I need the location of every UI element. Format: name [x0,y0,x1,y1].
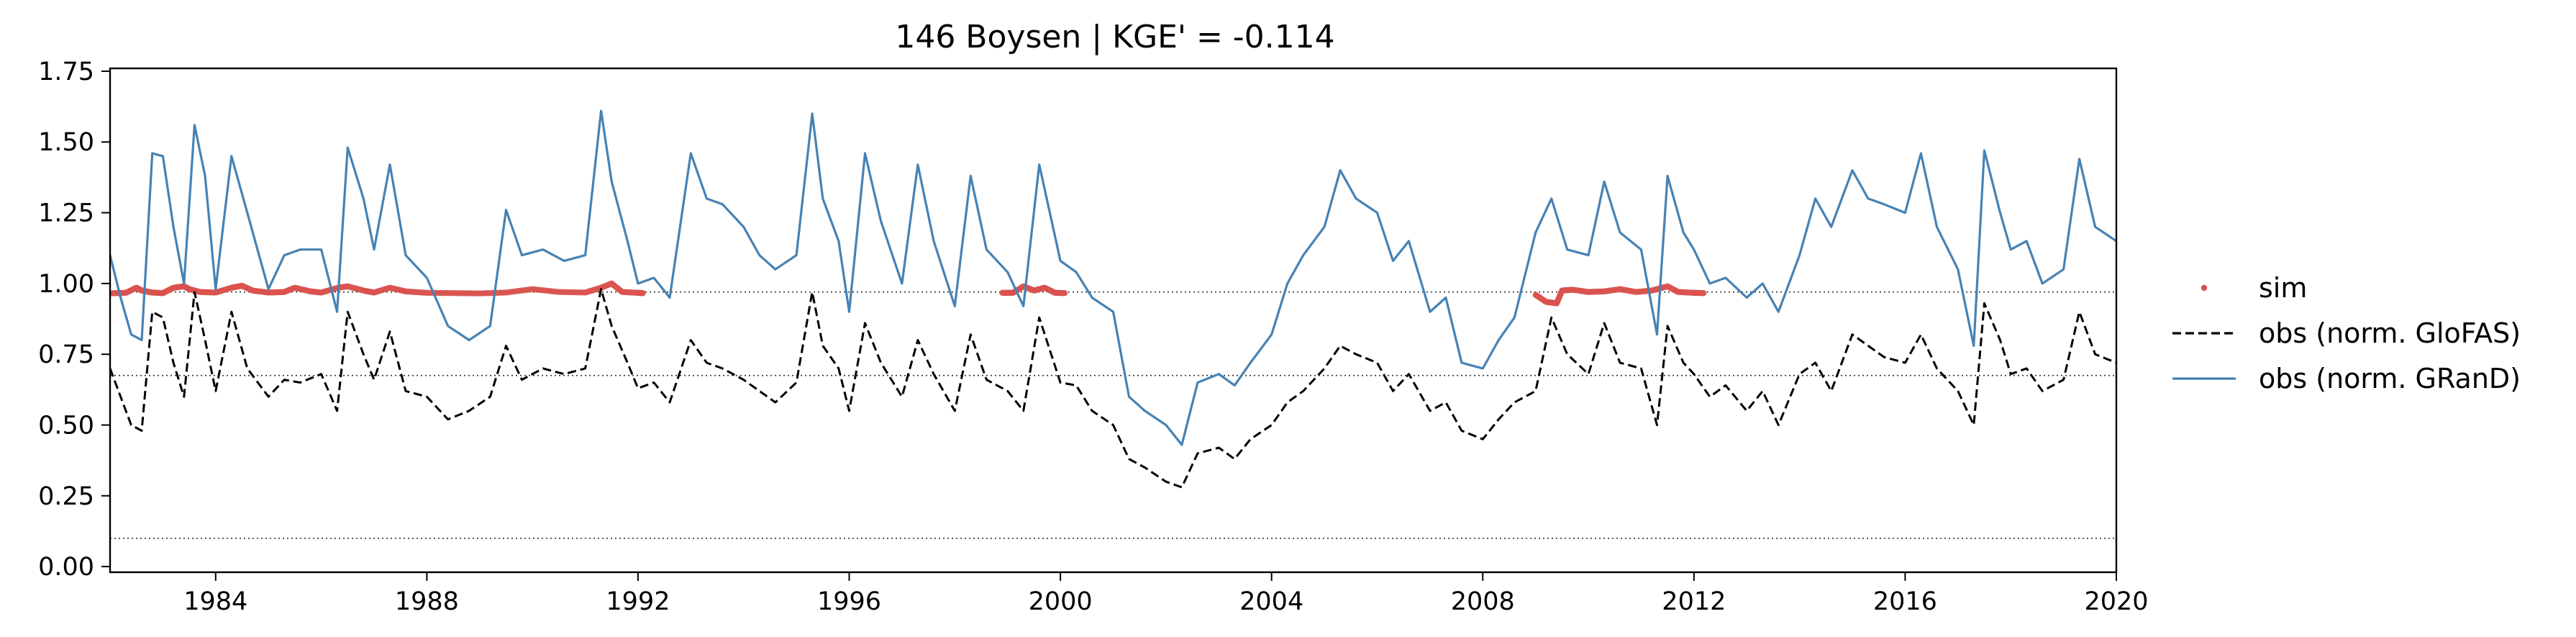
series-group [110,109,2116,489]
legend-label: obs (norm. GRanD) [2259,363,2521,394]
series-line-obs-norm-grand [110,109,2116,446]
chart-title: 146 Boysen | KGE' = -0.114 [895,19,1334,55]
series-line-obs-norm-glofas [110,288,2116,489]
x-tick-label: 1988 [395,587,459,616]
legend-label: sim [2259,272,2307,304]
x-tick-label: 2004 [1239,587,1303,616]
y-tick-label: 0.50 [38,412,94,441]
y-tick-label: 0.25 [38,482,94,511]
x-tick-label: 2000 [1029,587,1093,616]
y-tick-label: 1.50 [38,128,94,157]
x-tick-label: 1996 [817,587,881,616]
x-tick-label: 1992 [606,587,670,616]
legend: sim obs (norm. GloFAS) obs (norm. GRanD) [2172,272,2521,394]
plot-area: 1984 1988 1992 1996 2000 2004 2008 2012 2016 2020… [38,58,2148,616]
sim-point [1701,290,1707,297]
axes-frame [109,67,2118,574]
y-tick-label: 1.00 [38,270,94,299]
y-tick-label: 1.75 [38,58,94,86]
legend-label: obs (norm. GloFAS) [2259,317,2521,349]
y-tick-label: 0.00 [38,553,94,582]
x-tick-label: 2016 [1873,587,1937,616]
legend-marker-sim [2200,284,2208,292]
sim-point [640,290,646,297]
x-tick-label: 2020 [2084,587,2148,616]
x-tick-label: 2008 [1451,587,1515,616]
x-tick-label: 1984 [183,587,247,616]
x-tick-label: 2012 [1662,587,1726,616]
y-tick-label: 0.75 [38,340,94,369]
y-tick-label: 1.25 [38,199,94,228]
sim-point [1062,290,1068,297]
